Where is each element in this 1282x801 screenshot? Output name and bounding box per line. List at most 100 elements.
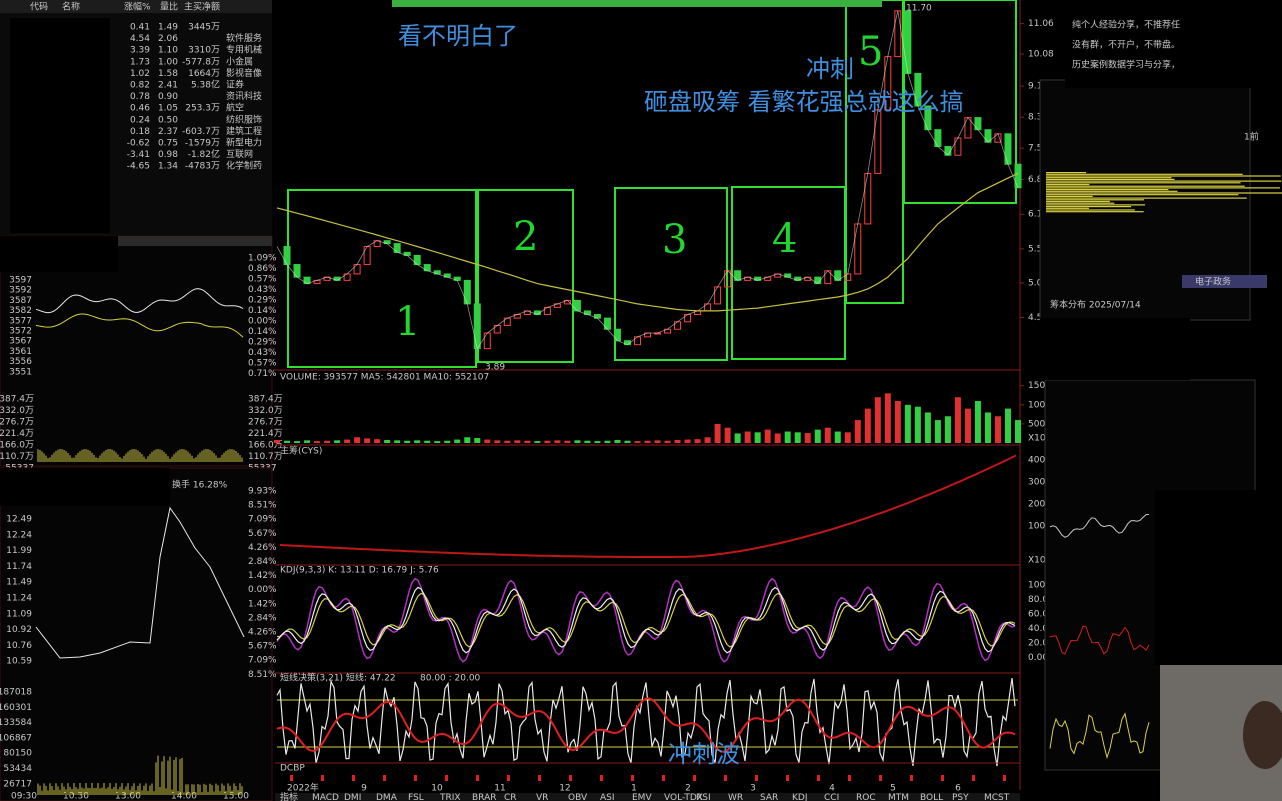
button-bg[interactable]	[1182, 275, 1267, 288]
y-tick-label: 0.43%	[248, 348, 277, 358]
volume-bar	[634, 441, 641, 443]
x-tick-label: 1	[631, 784, 637, 794]
watchlist-cell: 0.41	[130, 23, 150, 33]
chip-bar	[1046, 200, 1110, 203]
chip-line	[279, 454, 1017, 558]
y-tick-label: 12.24	[6, 530, 32, 540]
y-tick-label: 9.14	[1028, 82, 1048, 92]
signal-mark	[848, 775, 851, 781]
y-tick-label: 2.84%	[248, 613, 277, 623]
bottom-tab: MACD	[312, 793, 339, 801]
column-header: 量比	[160, 1, 178, 13]
volume-bar	[984, 412, 991, 443]
chip-bar	[1046, 185, 1245, 187]
volume-bar	[684, 439, 691, 443]
signal-mark	[724, 775, 727, 781]
volume-bar	[344, 439, 351, 443]
signal-mark	[631, 775, 634, 781]
volume-bar	[994, 416, 1001, 443]
watchlist-cell: 4.54	[130, 34, 150, 44]
candle	[473, 303, 481, 350]
y-tick-label: 6.87	[1028, 175, 1048, 185]
x-tick-label: 2022年	[287, 782, 319, 794]
x-tick-label: 14:00	[171, 792, 197, 801]
chip-bar	[1046, 195, 1093, 197]
y-tick-label: 332.0万	[248, 406, 283, 416]
signal-mark	[507, 775, 510, 781]
y-tick-label: 5000	[1028, 419, 1051, 429]
signal-mark	[1003, 775, 1006, 781]
y-tick-label: 100.00	[1028, 581, 1060, 591]
volume-bar	[504, 440, 511, 443]
signal-mark	[538, 775, 541, 781]
bottom-tab: CCI	[824, 793, 839, 801]
unit-label: X10.00	[1028, 556, 1060, 566]
signal-mark	[476, 775, 479, 781]
annotation: 看不明白了	[398, 22, 518, 50]
panel-label: VOLUME: 393577 MA5: 542801 MA10: 552107	[280, 373, 489, 383]
watchlist-cell: 专用机械	[226, 44, 262, 56]
chip-bar	[1046, 189, 1169, 191]
y-tick-label: 387.4万	[0, 395, 34, 405]
volume-bar	[274, 439, 280, 443]
volume-bar	[464, 437, 471, 443]
watchlist-cell: 1664万	[188, 69, 220, 79]
index-avg-line	[35, 313, 244, 338]
watchlist-cell: 新型电力	[226, 137, 262, 149]
x-tick-label: 3	[750, 784, 756, 794]
watchlist-cell: -4.65	[127, 162, 150, 172]
volume-bar	[614, 439, 621, 443]
candle	[293, 264, 301, 278]
bottom-tab: VOL-TDX	[664, 793, 703, 801]
x-tick-label: 5	[890, 784, 896, 794]
watchlist-cell: 影视音像	[226, 67, 262, 79]
side-text: 1前	[1244, 131, 1259, 143]
volume-bar	[544, 440, 551, 443]
candle	[393, 243, 401, 253]
watchlist-cell: -3.41	[127, 150, 150, 160]
candle	[283, 246, 291, 266]
y-tick-label: 0.00%	[248, 317, 277, 327]
y-tick-label: 20.00	[1028, 639, 1054, 649]
panel-label: 80.00 : 20.00	[420, 674, 481, 684]
y-tick-label: 10.59	[6, 657, 32, 667]
watchlist-cell: 化学制药	[226, 160, 262, 172]
index-tabs	[118, 236, 272, 246]
volume-bar	[374, 439, 381, 443]
watchlist-cell: -4783万	[185, 162, 220, 172]
y-tick-label: 11.06	[1028, 19, 1054, 29]
y-tick-label: 11.24	[6, 594, 32, 604]
y-tick-label: 0.86%	[248, 264, 277, 274]
chip-bar	[1046, 202, 1115, 204]
box-number: 1	[395, 299, 420, 345]
y-tick-label: 26717	[3, 779, 32, 789]
candle	[613, 328, 621, 342]
price-annotation: 3.89	[485, 363, 505, 373]
panel-label: DCBP	[280, 764, 305, 774]
signal-mark	[352, 775, 355, 781]
watchlist-cell: 1.00	[158, 57, 178, 67]
y-tick-label: 8.51%	[248, 501, 277, 511]
y-tick-label: 8.31	[1028, 113, 1048, 123]
volume-bar	[824, 427, 831, 443]
y-tick-label: 10000	[1028, 400, 1057, 410]
bottom-tab: EMV	[632, 793, 652, 801]
volume-bar	[864, 408, 871, 443]
y-tick-label: 11.49	[6, 578, 32, 588]
watchlist-cell: 0.78	[130, 92, 150, 102]
y-tick-label: 3597	[9, 276, 32, 286]
chip-bar	[1046, 187, 1280, 189]
volume-bar	[354, 437, 361, 443]
bottom-tab: MCST	[984, 793, 1010, 801]
y-tick-label: 3577	[9, 316, 32, 326]
volume-bar	[794, 432, 801, 443]
y-tick-label: 11.99	[6, 546, 32, 556]
volume-bar	[884, 393, 891, 443]
y-tick-label: 166.0万	[0, 441, 34, 451]
volume-bar	[744, 431, 751, 443]
chip-bar	[1046, 211, 1144, 213]
bottom-tab: BRAR	[472, 793, 496, 801]
chip-bar	[1046, 197, 1247, 199]
watchlist-cell: 253.3万	[185, 104, 220, 114]
volume-bar	[754, 432, 761, 443]
